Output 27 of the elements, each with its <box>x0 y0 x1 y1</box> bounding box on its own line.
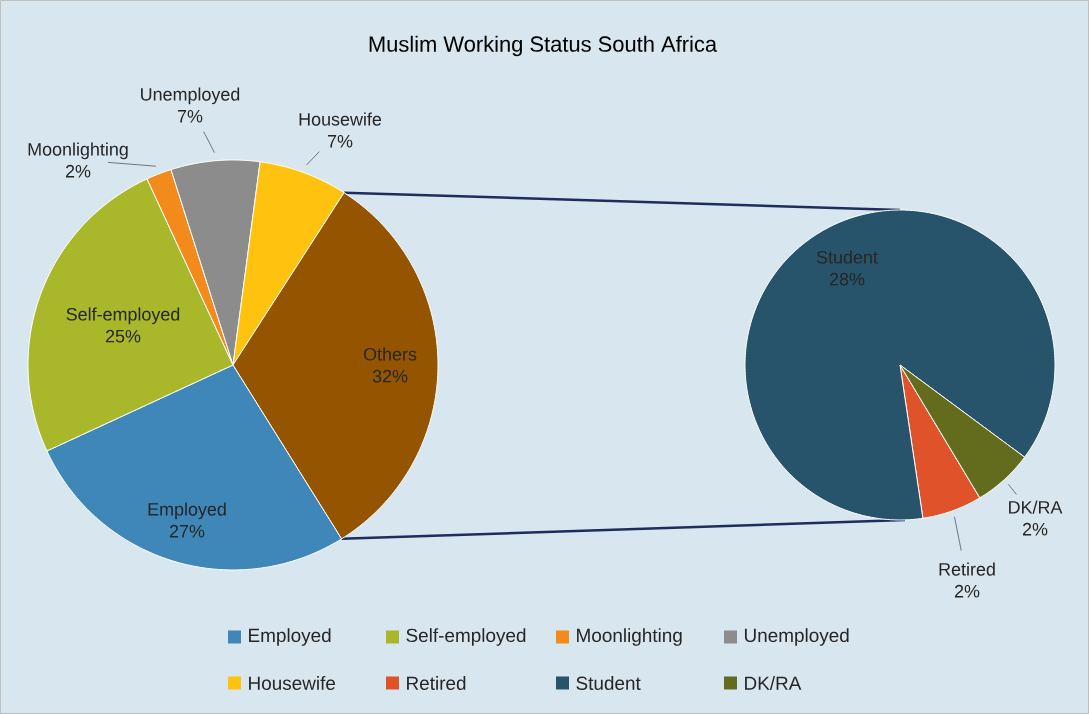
slice-label: Unemployed <box>141 87 240 105</box>
slice-label: DK/RA <box>1009 500 1063 514</box>
slice-label: Self-employed <box>66 307 180 325</box>
data-label: 28% <box>829 272 865 286</box>
slice-label: Housewife <box>299 112 382 126</box>
data-label: 27% <box>169 524 205 538</box>
slice-label: Moonlighting <box>28 142 128 160</box>
legend-label: Retired <box>407 676 466 690</box>
slice-label: Others <box>363 347 417 361</box>
legend-label: Housewife <box>249 676 336 690</box>
legend-label: Student <box>576 676 641 690</box>
data-label: 7% <box>177 109 203 123</box>
data-label: 2% <box>954 584 980 598</box>
data-label: 32% <box>372 369 408 383</box>
slice-label: Retired <box>939 562 995 576</box>
data-label: 25% <box>105 329 141 343</box>
legend-label: Unemployed <box>744 628 849 646</box>
legend-label: Employed <box>249 628 331 646</box>
slice-label: Student <box>816 250 878 264</box>
legend-label: Self-employed <box>406 628 526 646</box>
data-label: 2% <box>1022 522 1048 536</box>
data-label: 2% <box>65 164 91 178</box>
legend-label: DK/RA <box>745 676 802 690</box>
chart-title: Muslim Working Status South Africa <box>369 35 718 57</box>
data-label: 7% <box>327 134 353 148</box>
slice-label: Employed <box>148 502 226 520</box>
legend-label: Moonlighting <box>577 628 682 646</box>
